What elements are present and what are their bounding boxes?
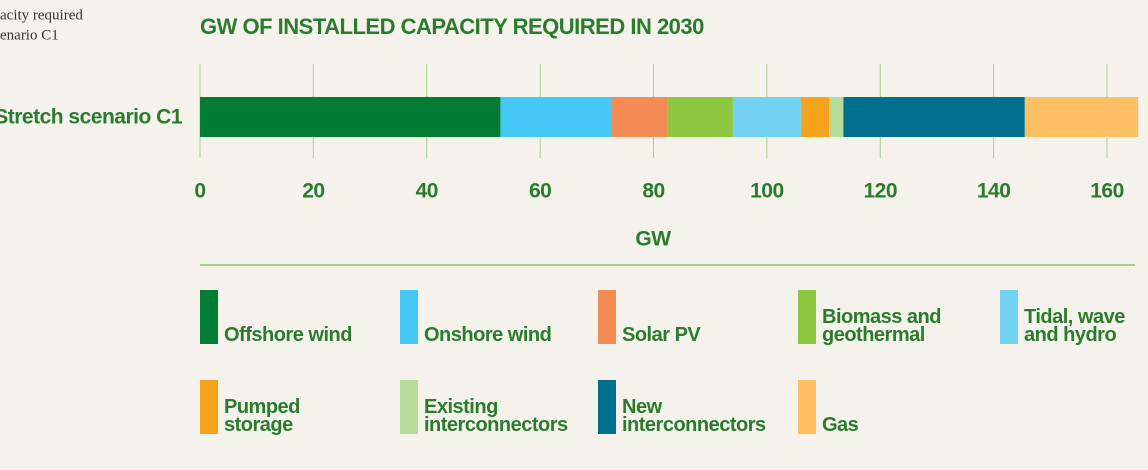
legend-item: Pumped storage <box>200 380 354 436</box>
legend-swatch <box>1000 290 1018 344</box>
legend-label: Pumped storage <box>224 396 300 436</box>
legend-swatch <box>798 290 816 344</box>
bar-segment <box>800 97 830 137</box>
legend-swatch <box>798 380 816 434</box>
side-text: acity required <box>0 7 83 23</box>
legend-item: New interconnectors <box>598 380 766 436</box>
legend-item: Gas <box>798 380 952 436</box>
legend-swatch <box>598 290 616 344</box>
bar-segment <box>732 97 801 137</box>
legend-label: New interconnectors <box>622 396 766 436</box>
x-tick-label: 20 <box>302 180 324 203</box>
bar-segment <box>667 97 733 137</box>
legend-label: Offshore wind <box>224 324 352 346</box>
legend-item: Offshore wind <box>200 290 354 346</box>
x-tick-label: 0 <box>194 180 205 203</box>
legend-label: Tidal, wave and hydro <box>1024 306 1125 346</box>
category-label: Stretch scenario C1 <box>0 106 183 129</box>
legend-swatch <box>400 380 418 434</box>
legend-label: Solar PV <box>622 324 701 346</box>
x-axis-label: GW <box>635 228 671 251</box>
bar-segment <box>500 97 611 137</box>
side-text: enario C1 <box>0 27 59 43</box>
bar-segment <box>1024 97 1139 137</box>
x-tick-label: 60 <box>529 180 551 203</box>
x-tick-label: 100 <box>750 180 784 203</box>
legend-swatch <box>200 290 218 344</box>
bar-segment <box>829 97 844 137</box>
bar-segment <box>200 97 501 137</box>
bar-segment <box>610 97 668 137</box>
legend-label: Biomass and geothermal <box>822 306 941 346</box>
legend-item: Existing interconnectors <box>400 380 568 436</box>
chart-title: GW OF INSTALLED CAPACITY REQUIRED IN 203… <box>200 14 704 39</box>
legend-item: Tidal, wave and hydro <box>1000 290 1136 346</box>
legend-item: Biomass and geothermal <box>798 290 942 346</box>
legend-swatch <box>400 290 418 344</box>
x-tick-label: 160 <box>1090 180 1124 203</box>
legend-item: Onshore wind <box>400 290 554 346</box>
bar-segment <box>843 97 1025 137</box>
x-tick-label: 40 <box>416 180 438 203</box>
legend-label: Gas <box>822 414 859 436</box>
legend-swatch <box>598 380 616 434</box>
legend-label: Existing interconnectors <box>424 396 568 436</box>
x-tick-label: 120 <box>863 180 897 203</box>
legend-swatch <box>200 380 218 434</box>
x-tick-label: 140 <box>977 180 1011 203</box>
legend-label: Onshore wind <box>424 324 552 346</box>
x-tick-label: 80 <box>642 180 664 203</box>
legend-item: Solar PV <box>598 290 752 346</box>
